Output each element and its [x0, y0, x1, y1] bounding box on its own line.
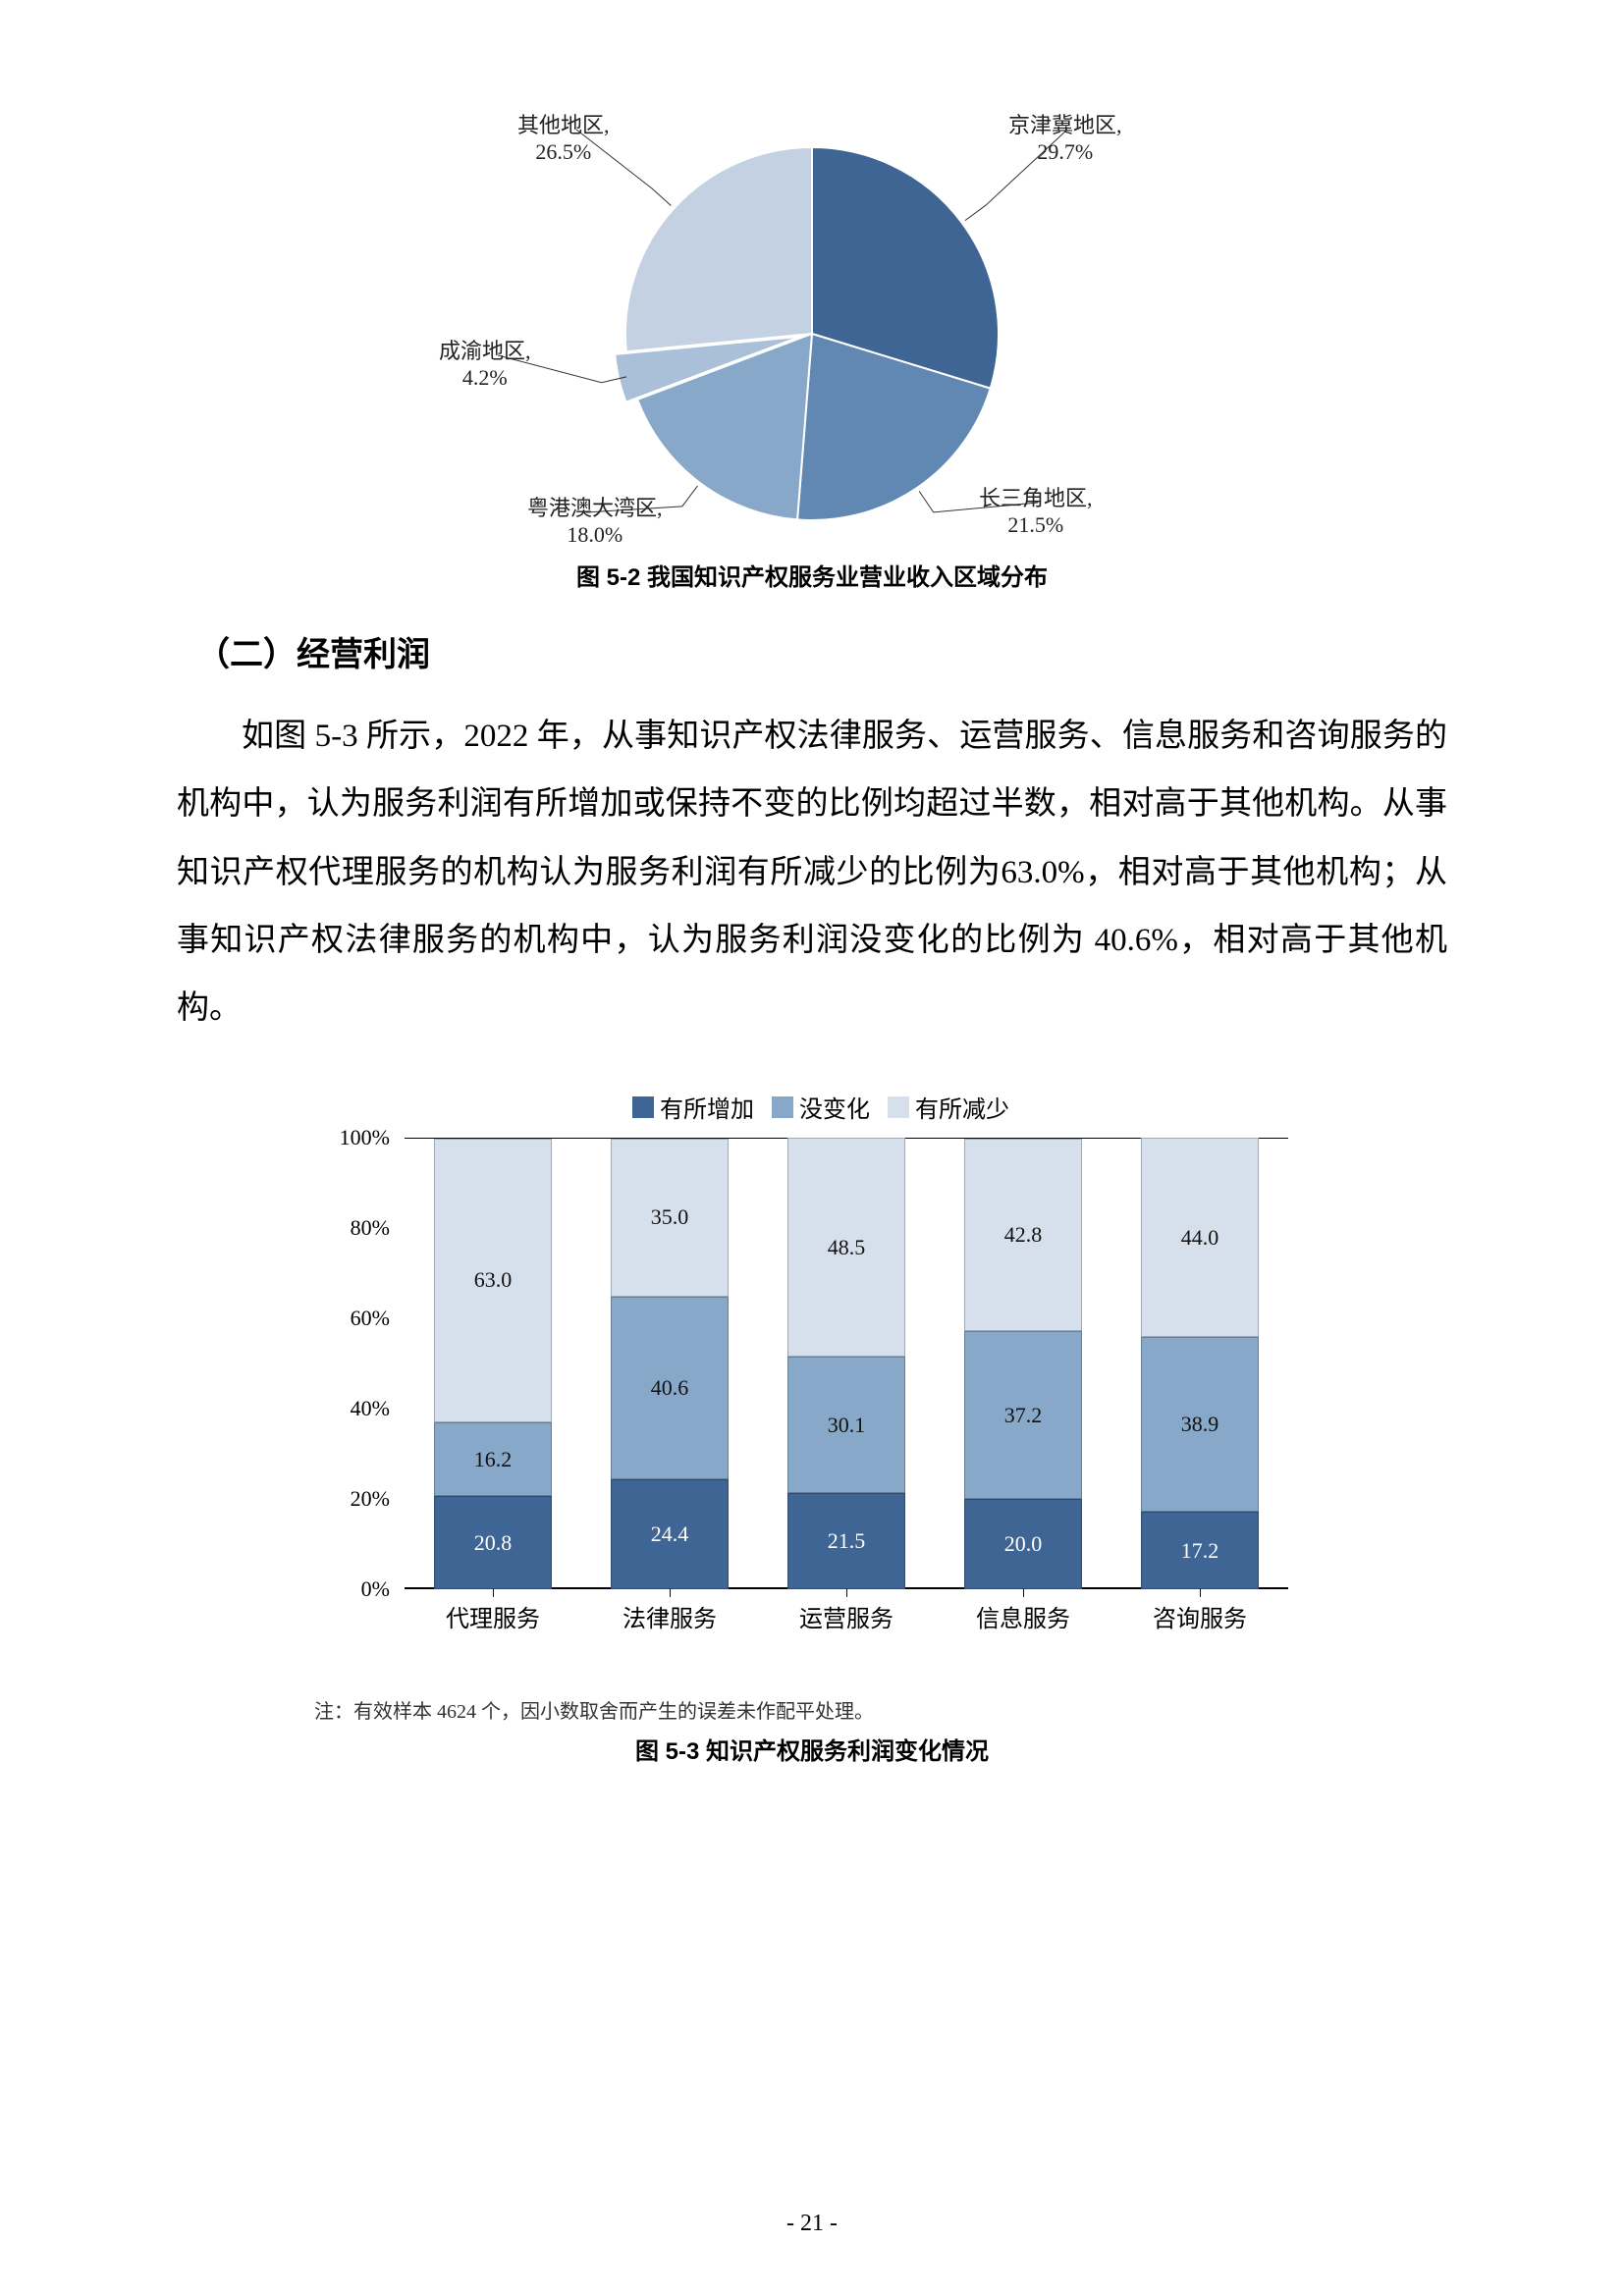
- x-label: 法律服务: [611, 1599, 729, 1633]
- pie-label-其他地区: 其他地区,26.5%: [517, 108, 610, 165]
- y-tick: 0%: [361, 1576, 390, 1602]
- pie-label-粤港澳大湾区: 粤港澳大湾区,18.0%: [527, 491, 663, 548]
- bar-column: 20.816.263.0: [434, 1138, 552, 1589]
- pie-label-京津冀地区: 京津冀地区,29.7%: [1008, 108, 1122, 165]
- bar-segment: 17.2: [1141, 1512, 1259, 1589]
- bar-segment: 38.9: [1141, 1337, 1259, 1513]
- legend-swatch: [772, 1096, 793, 1118]
- pie-caption: 图 5-2 我国知识产权服务业营业收入区域分布: [177, 558, 1447, 592]
- bar-plot-area: 0%20%40%60%80%100% 20.816.263.024.440.63…: [311, 1138, 1313, 1648]
- x-label: 代理服务: [434, 1599, 552, 1633]
- x-label: 运营服务: [787, 1599, 905, 1633]
- bar-segment: 42.8: [964, 1139, 1082, 1332]
- y-tick: 40%: [351, 1396, 390, 1421]
- body-paragraph: 如图 5-3 所示，2022 年，从事知识产权法律服务、运营服务、信息服务和咨询…: [177, 703, 1447, 1042]
- y-tick: 100%: [340, 1125, 390, 1150]
- bar-segment: 37.2: [964, 1331, 1082, 1499]
- x-label: 信息服务: [964, 1599, 1082, 1633]
- legend-label: 有所减少: [915, 1097, 1009, 1123]
- bar-segment: 63.0: [434, 1139, 552, 1423]
- bar-legend: 有所增加 没变化 有所减少: [311, 1090, 1313, 1124]
- legend-swatch: [632, 1096, 654, 1118]
- y-tick: 20%: [351, 1486, 390, 1512]
- bar-segment: 44.0: [1141, 1138, 1259, 1336]
- bar-caption: 图 5-3 知识产权服务利润变化情况: [177, 1732, 1447, 1766]
- bar-column: 21.530.148.5: [787, 1138, 905, 1589]
- bar-segment: 24.4: [611, 1479, 729, 1589]
- legend-swatch: [888, 1096, 909, 1118]
- bar-segment: 35.0: [611, 1139, 729, 1297]
- legend-label: 有所增加: [660, 1097, 754, 1123]
- page-number: - 21 -: [0, 2211, 1624, 2237]
- bar-segment: 20.8: [434, 1496, 552, 1590]
- y-tick: 60%: [351, 1306, 390, 1331]
- legend-label: 没变化: [799, 1097, 870, 1123]
- bar-segment: 16.2: [434, 1422, 552, 1496]
- bar-column: 20.037.242.8: [964, 1138, 1082, 1589]
- pie-label-长三角地区: 长三角地区,21.5%: [979, 481, 1093, 538]
- y-tick: 80%: [351, 1215, 390, 1241]
- x-label: 咨询服务: [1141, 1599, 1259, 1633]
- bar-column: 17.238.944.0: [1141, 1138, 1259, 1589]
- bar-column: 24.440.635.0: [611, 1138, 729, 1589]
- pie-slice-其他地区: [625, 147, 812, 351]
- section-heading: （二）经营利润: [196, 627, 1447, 675]
- bar-segment: 30.1: [787, 1357, 905, 1492]
- bar-segment: 21.5: [787, 1493, 905, 1590]
- bar-segment: 48.5: [787, 1138, 905, 1357]
- pie-label-成渝地区: 成渝地区,4.2%: [439, 334, 531, 391]
- bar-segment: 20.0: [964, 1499, 1082, 1589]
- revenue-region-pie-chart: 京津冀地区,29.7%长三角地区,21.5%粤港澳大湾区,18.0%成渝地区,4…: [468, 118, 1156, 550]
- bar-segment: 40.6: [611, 1297, 729, 1480]
- footnote: 注：有效样本 4624 个，因小数取舍而产生的误差未作配平处理。: [314, 1695, 1447, 1724]
- profit-change-bar-chart: 有所增加 没变化 有所减少 0% 20% 40% 60% 80% 100% 20.816.26…: [311, 1090, 1313, 1648]
